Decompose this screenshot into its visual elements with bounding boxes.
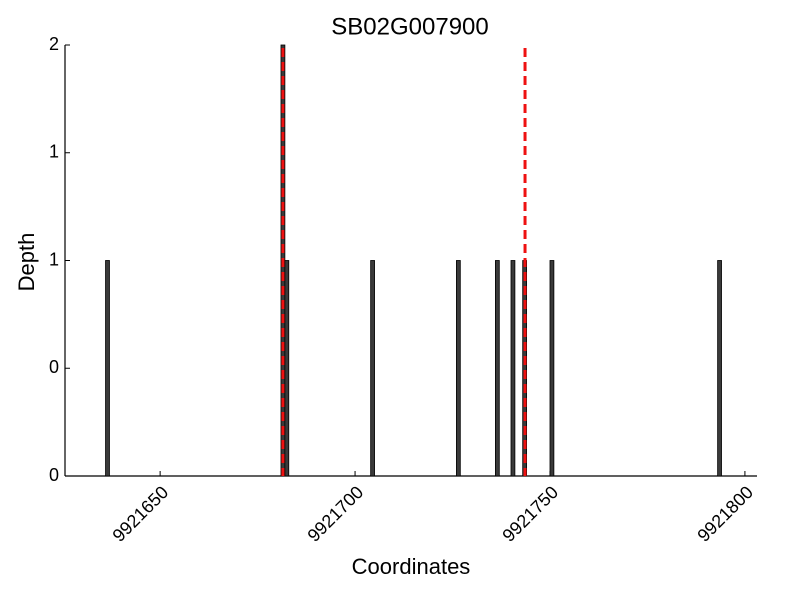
y-tick-label: 2: [49, 34, 59, 54]
x-tick-label: 9921700: [304, 482, 368, 546]
bar: [456, 260, 461, 477]
bar: [510, 260, 516, 477]
x-tick-label: 9921750: [498, 482, 562, 546]
x-tick-label: 9921650: [109, 482, 173, 546]
x-tick-label: 9921800: [693, 482, 757, 546]
bar: [717, 260, 722, 477]
bar: [105, 260, 110, 477]
chart-title: SB02G007900: [331, 13, 488, 40]
y-tick-label: 0: [49, 357, 59, 377]
bar: [284, 260, 290, 477]
bar: [370, 260, 375, 477]
bar: [495, 260, 500, 477]
y-tick-label: 0: [49, 465, 59, 485]
bar: [549, 260, 555, 477]
x-axis-label: Coordinates: [352, 554, 471, 579]
y-axis-label: Depth: [14, 233, 39, 292]
y-tick-label: 1: [49, 142, 59, 162]
y-tick-label: 1: [49, 249, 59, 269]
